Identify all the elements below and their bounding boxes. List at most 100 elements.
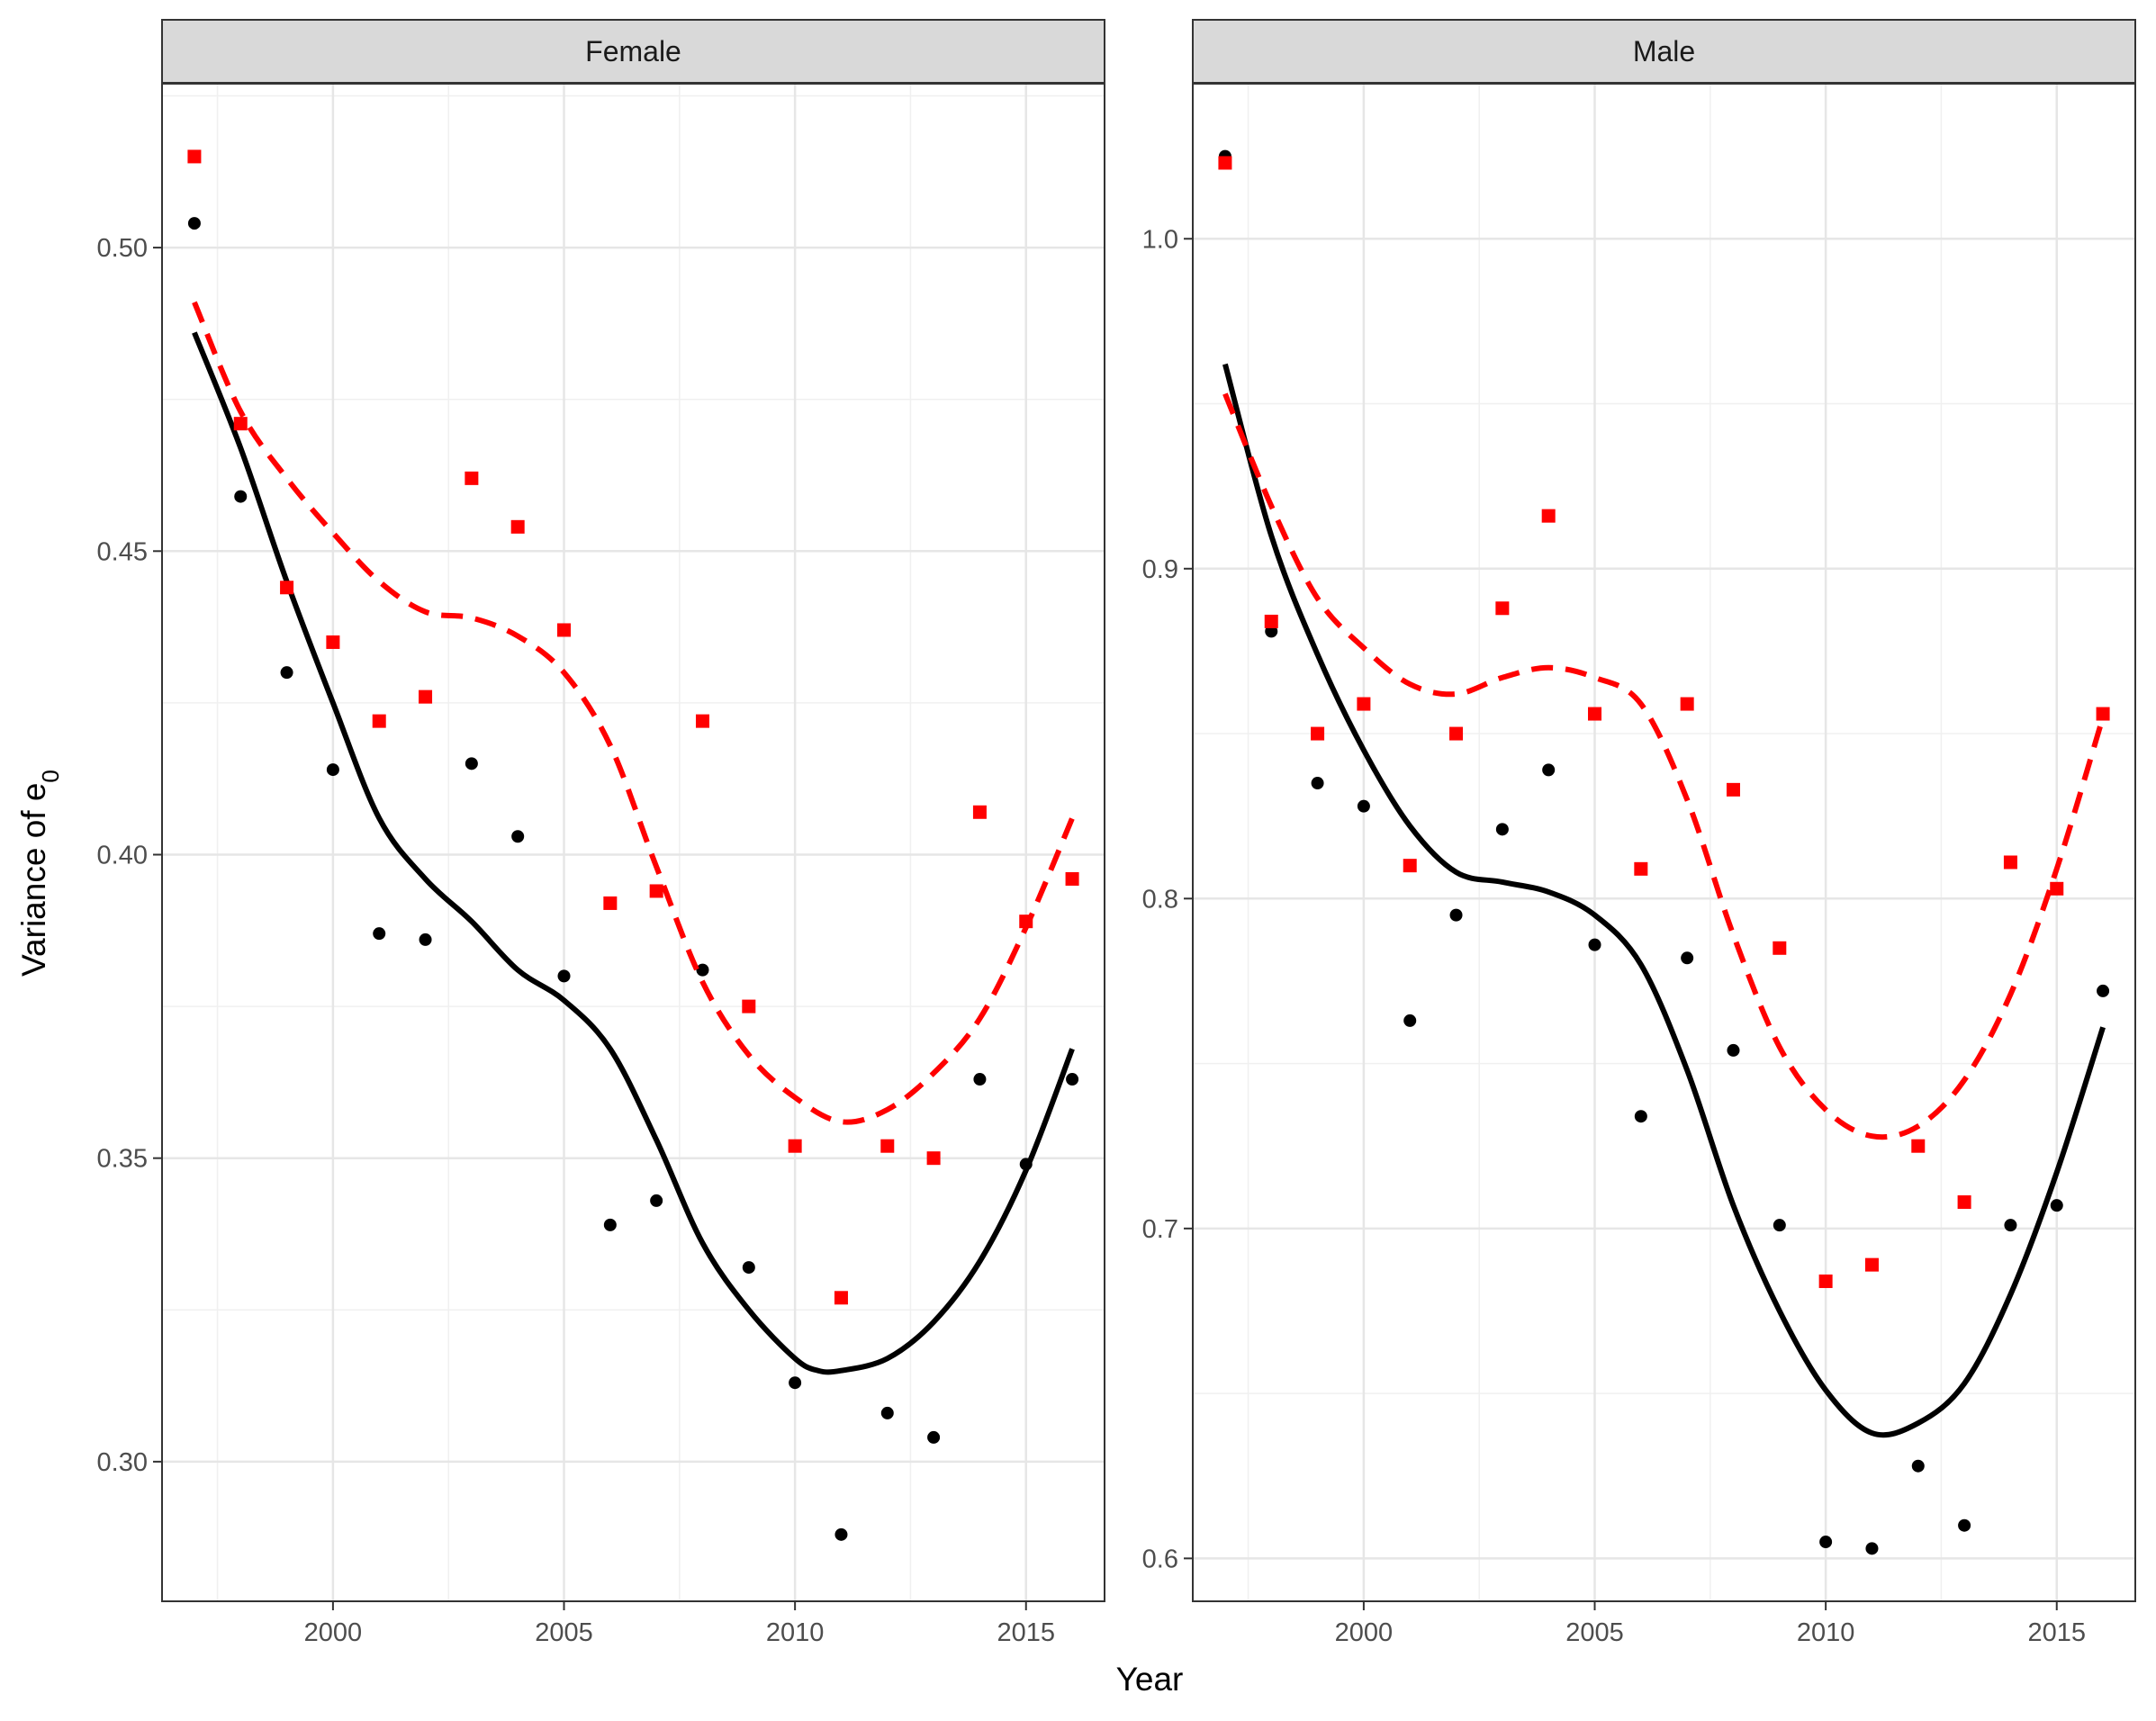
- y-tick-label: 0.7: [1142, 1215, 1178, 1244]
- x-tick-label: 2000: [304, 1618, 363, 1647]
- data-point-circle: [1588, 938, 1601, 951]
- data-point-square: [1311, 726, 1325, 741]
- data-point-circle: [1066, 1073, 1079, 1086]
- y-tick-label: 0.9: [1142, 555, 1178, 584]
- data-point-square: [280, 581, 294, 595]
- data-point-square: [834, 1291, 848, 1305]
- x-tick-label: 2010: [1797, 1618, 1855, 1647]
- y-tick-label: 1.0: [1142, 225, 1178, 254]
- data-point-circle: [1911, 1459, 1925, 1473]
- data-point-circle: [1449, 908, 1463, 922]
- data-point-square: [1403, 859, 1417, 873]
- panel-border: [161, 83, 1105, 1602]
- data-point-circle: [1819, 1536, 1833, 1549]
- data-point-square: [1588, 707, 1602, 721]
- data-point-circle: [326, 763, 339, 777]
- data-point-square: [788, 1139, 802, 1153]
- data-point-square: [1818, 1274, 1833, 1288]
- data-point-square: [2096, 707, 2110, 721]
- data-point-square: [1449, 726, 1464, 741]
- data-point-circle: [1773, 1219, 1786, 1232]
- y-axis-title-main: Variance of e: [15, 783, 52, 977]
- strip-label: Male: [1633, 35, 1695, 68]
- data-point-square: [2003, 855, 2017, 870]
- panel-border: [1192, 83, 2136, 1602]
- strip-label: Female: [585, 35, 681, 68]
- data-point-square: [1957, 1195, 1971, 1210]
- data-point-square: [649, 884, 663, 898]
- data-point-circle: [1634, 1110, 1647, 1123]
- y-tick-label: 0.40: [97, 841, 148, 870]
- data-point-circle: [1495, 823, 1509, 836]
- data-point-circle: [1542, 763, 1556, 777]
- data-point-square: [880, 1139, 895, 1153]
- data-point-square: [972, 805, 987, 819]
- panels-layer: Female 2000 2005 2010 2015 0.30 0.35 0.40 0.45 0.…: [97, 19, 2136, 1647]
- data-point-square: [1357, 697, 1371, 711]
- x-tick-label: 2015: [2027, 1618, 2086, 1647]
- data-point-circle: [2097, 984, 2110, 997]
- data-point-square: [465, 471, 479, 485]
- data-point-circle: [1403, 1014, 1417, 1027]
- data-point-square: [510, 519, 525, 534]
- x-tick-label: 2005: [1565, 1618, 1624, 1647]
- data-point-square: [695, 714, 709, 728]
- strip-background: [1192, 19, 2136, 84]
- y-tick-label: 0.8: [1142, 885, 1178, 914]
- x-tick-label: 2005: [535, 1618, 593, 1647]
- data-point-circle: [603, 1218, 617, 1231]
- data-point-square: [419, 689, 433, 704]
- data-point-square: [372, 714, 386, 728]
- data-point-circle: [373, 927, 386, 941]
- x-tick-label: 2010: [766, 1618, 825, 1647]
- data-point-square: [233, 417, 248, 431]
- y-tick-label: 0.6: [1142, 1545, 1178, 1573]
- data-point-square: [1726, 782, 1740, 797]
- data-point-circle: [419, 933, 432, 946]
- data-point-square: [1218, 156, 1232, 170]
- data-point-circle: [1727, 1043, 1740, 1057]
- data-point-square: [1065, 871, 1079, 886]
- data-point-circle: [465, 757, 478, 770]
- y-tick-label: 0.50: [97, 234, 148, 263]
- data-point-square: [2050, 881, 2064, 896]
- x-tick-label: 2015: [997, 1618, 1055, 1647]
- strip-background: [161, 19, 1105, 84]
- data-point-circle: [742, 1261, 755, 1275]
- data-point-square: [187, 149, 202, 164]
- x-tick-label: 2000: [1335, 1618, 1394, 1647]
- data-point-circle: [1311, 777, 1324, 790]
- data-point-circle: [511, 830, 525, 843]
- y-tick-label: 0.30: [97, 1448, 148, 1477]
- data-point-square: [926, 1151, 941, 1166]
- data-point-square: [1495, 601, 1510, 616]
- data-point-square: [1264, 614, 1278, 628]
- y-tick-label: 0.35: [97, 1145, 148, 1174]
- data-point-circle: [2004, 1219, 2017, 1232]
- data-point-circle: [650, 1194, 663, 1207]
- y-axis-title-subscript: 0: [37, 770, 64, 782]
- y-axis-title: Variance of e0: [15, 770, 64, 977]
- data-point-circle: [1865, 1542, 1879, 1555]
- x-axis-title: Year: [1116, 1661, 1184, 1698]
- data-point-square: [1680, 697, 1694, 711]
- data-point-square: [1864, 1257, 1879, 1272]
- data-point-square: [603, 896, 618, 910]
- data-point-square: [1911, 1139, 1926, 1153]
- y-tick-label: 0.45: [97, 537, 148, 566]
- data-point-circle: [696, 963, 709, 977]
- data-point-circle: [1357, 799, 1370, 813]
- data-point-circle: [880, 1406, 894, 1419]
- data-point-circle: [834, 1527, 848, 1541]
- data-point-circle: [557, 969, 571, 983]
- data-point-circle: [927, 1430, 941, 1444]
- data-point-circle: [1681, 951, 1694, 965]
- data-point-circle: [1958, 1518, 1971, 1532]
- data-point-square: [557, 623, 572, 637]
- smooth-line-solid: [1222, 363, 2106, 1438]
- data-point-square: [1541, 509, 1556, 523]
- data-point-square: [1773, 941, 1787, 955]
- data-point-circle: [2050, 1199, 2063, 1212]
